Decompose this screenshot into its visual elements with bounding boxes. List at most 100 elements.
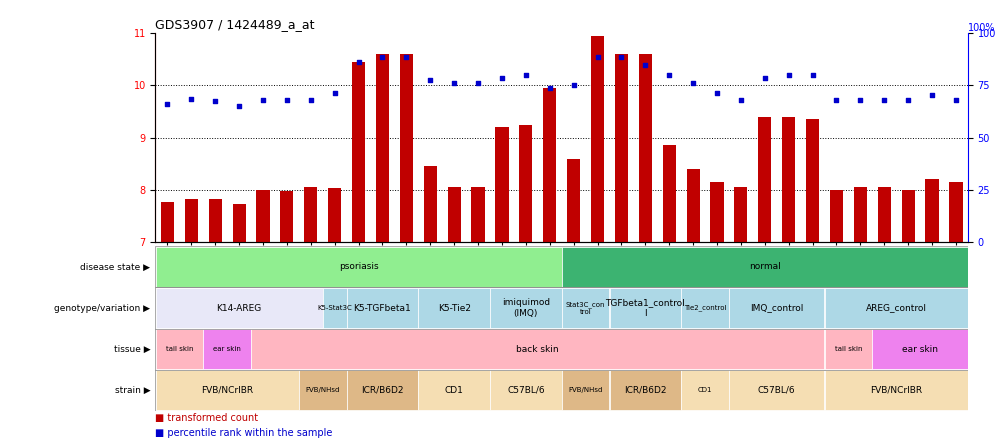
Point	[422, 77, 438, 84]
Bar	[155, 329, 967, 369]
Bar	[561, 288, 609, 328]
Point	[684, 79, 700, 87]
Bar	[347, 370, 418, 410]
Bar	[328, 188, 341, 242]
Bar	[709, 182, 722, 242]
Bar	[418, 288, 489, 328]
Text: Tie2_control: Tie2_control	[683, 305, 725, 311]
Text: tail skin: tail skin	[165, 346, 193, 352]
Bar	[829, 190, 843, 242]
Bar	[824, 370, 967, 410]
Point	[947, 96, 963, 103]
Point	[374, 53, 390, 60]
Point	[470, 79, 486, 87]
Bar	[877, 187, 890, 242]
Text: K5-TGFbeta1: K5-TGFbeta1	[354, 304, 411, 313]
Text: ear skin: ear skin	[213, 346, 240, 352]
Text: IMQ_control: IMQ_control	[749, 304, 803, 313]
Text: K14-AREG: K14-AREG	[216, 304, 262, 313]
Point	[757, 74, 773, 81]
Bar	[471, 187, 484, 242]
Bar	[203, 329, 250, 369]
Text: FVB/NCrIBR: FVB/NCrIBR	[200, 386, 253, 395]
Bar	[561, 247, 967, 287]
Bar	[160, 202, 173, 242]
Bar	[733, 187, 746, 242]
Bar	[543, 88, 556, 242]
Text: strain ▶: strain ▶	[114, 386, 150, 395]
Text: FVB/NCrIBR: FVB/NCrIBR	[870, 386, 922, 395]
Bar	[925, 179, 938, 242]
Text: genotype/variation ▶: genotype/variation ▶	[54, 304, 150, 313]
Point	[517, 71, 533, 79]
Bar	[257, 190, 270, 242]
Text: GDS3907 / 1424489_a_at: GDS3907 / 1424489_a_at	[155, 18, 315, 31]
Text: disease state ▶: disease state ▶	[80, 262, 150, 271]
Bar	[728, 370, 824, 410]
Bar	[680, 288, 728, 328]
Bar	[680, 370, 728, 410]
Bar	[853, 187, 866, 242]
Text: C57BL/6: C57BL/6	[507, 386, 544, 395]
Bar	[609, 288, 680, 328]
Bar	[614, 54, 627, 242]
Point	[327, 90, 343, 97]
Text: K5-Tie2: K5-Tie2	[437, 304, 470, 313]
Bar	[872, 329, 967, 369]
Bar	[155, 329, 203, 369]
Point	[589, 53, 605, 60]
Bar	[155, 288, 967, 329]
Point	[565, 82, 581, 89]
Point	[303, 96, 319, 103]
Text: ICR/B6D2: ICR/B6D2	[623, 386, 666, 395]
Text: AREG_control: AREG_control	[865, 304, 926, 313]
Text: tail skin: tail skin	[834, 346, 862, 352]
Bar	[280, 191, 294, 242]
Bar	[949, 182, 962, 242]
Text: FVB/NHsd: FVB/NHsd	[306, 387, 340, 393]
Text: FVB/NHsd: FVB/NHsd	[568, 387, 602, 393]
Point	[255, 96, 271, 103]
Bar	[685, 169, 699, 242]
Bar	[208, 198, 221, 242]
Bar	[323, 288, 347, 328]
Bar	[299, 370, 347, 410]
Bar	[782, 117, 795, 242]
Bar	[495, 127, 508, 242]
Bar	[418, 370, 489, 410]
Bar	[519, 125, 532, 242]
Bar	[347, 288, 418, 328]
Bar	[638, 54, 651, 242]
Bar	[901, 190, 914, 242]
Point	[493, 74, 509, 81]
Bar	[824, 288, 967, 328]
Text: 100%: 100%	[967, 23, 994, 33]
Bar	[566, 159, 579, 242]
Text: imiquimod
(IMQ): imiquimod (IMQ)	[501, 298, 549, 318]
Text: TGFbeta1_control
l: TGFbeta1_control l	[605, 298, 684, 318]
Bar	[400, 54, 413, 242]
Point	[732, 96, 748, 103]
Bar	[155, 246, 967, 288]
Text: back skin: back skin	[516, 345, 558, 353]
Point	[541, 84, 557, 91]
Point	[876, 96, 892, 103]
Text: ■ percentile rank within the sample: ■ percentile rank within the sample	[155, 428, 333, 439]
Point	[279, 96, 295, 103]
Point	[660, 71, 676, 79]
Text: C57BL/6: C57BL/6	[758, 386, 795, 395]
Bar	[155, 369, 967, 411]
Bar	[758, 117, 771, 242]
Bar	[155, 370, 299, 410]
Point	[183, 95, 199, 102]
Point	[828, 96, 844, 103]
Bar	[232, 204, 245, 242]
Bar	[155, 288, 323, 328]
Point	[923, 91, 939, 99]
Text: CD1: CD1	[697, 387, 711, 393]
Point	[708, 90, 724, 97]
Text: tissue ▶: tissue ▶	[113, 345, 150, 353]
Point	[613, 53, 629, 60]
Bar	[352, 62, 365, 242]
Point	[230, 103, 246, 110]
